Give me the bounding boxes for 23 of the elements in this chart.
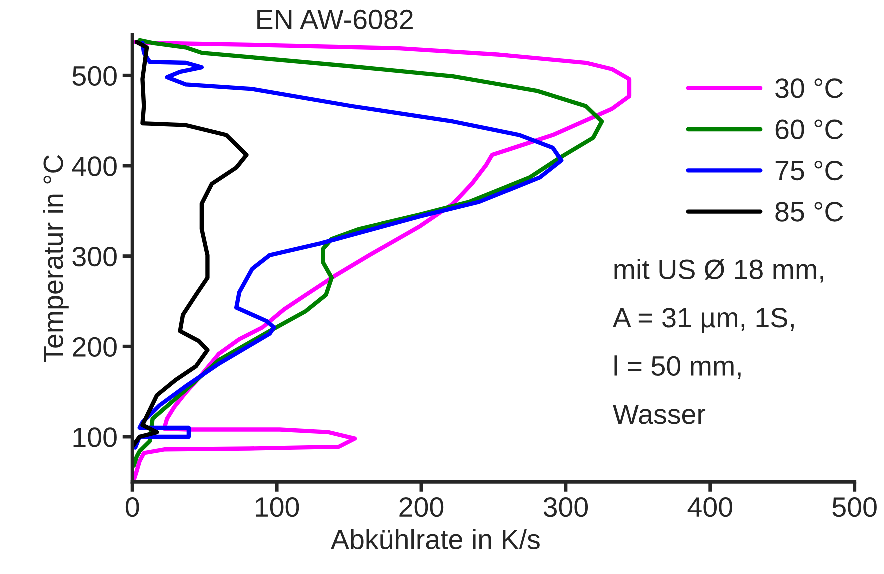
legend-label: 30 °C [776, 78, 844, 98]
x-tick-label: 0 [126, 497, 140, 518]
annotation: Wasser [613, 404, 706, 424]
legend-label: 85 °C [776, 202, 844, 222]
annotation: mit US Ø 18 mm, [614, 259, 824, 283]
annotation: A = 31 µm, 1S, [612, 308, 794, 334]
annotation: l = 50 mm, [614, 356, 741, 380]
x-tick-label: 500 [832, 497, 877, 518]
x-tick-label: 200 [400, 497, 444, 518]
y-tick-label: 100 [74, 428, 117, 448]
y-tick-label: 400 [72, 156, 117, 176]
x-tick-label: 300 [544, 497, 588, 518]
y-tick-label: 500 [72, 66, 117, 86]
y-tick-label: 300 [72, 246, 117, 267]
y-axis-title: Temperatur in °C [43, 155, 69, 362]
x-axis-title: Abkühlrate in K/s [331, 529, 540, 550]
y-tick-label: 200 [73, 337, 117, 357]
legend-label: 75 °C [776, 160, 844, 181]
legend-label: 60 °C [776, 120, 844, 140]
x-tick-label: 100 [256, 497, 300, 518]
line-series [132, 40, 249, 450]
chart-title: EN AW-6082 [258, 10, 413, 30]
x-tick-label: 400 [688, 497, 732, 518]
